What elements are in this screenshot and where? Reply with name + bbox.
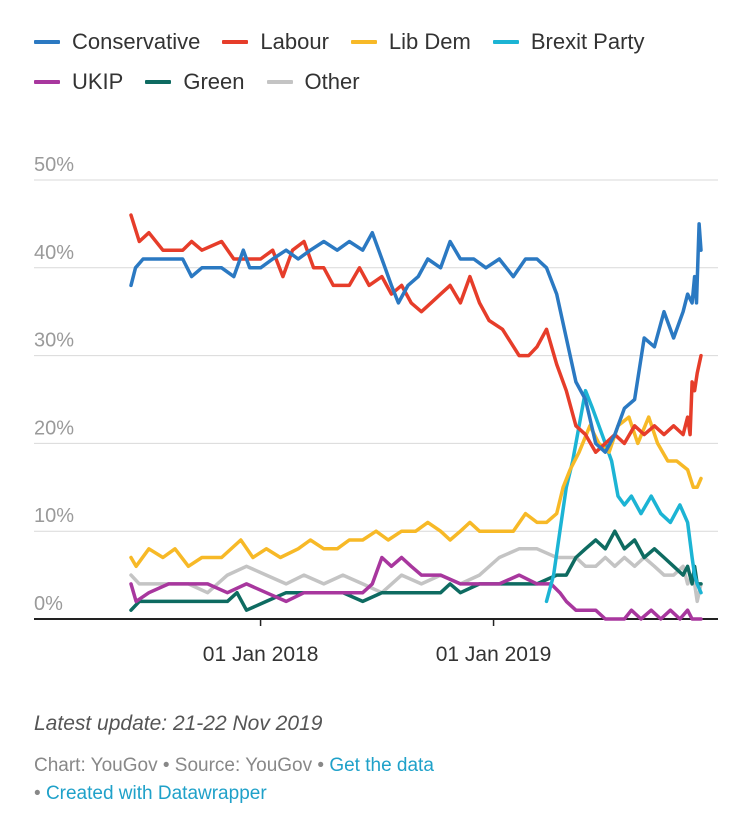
get-the-data-link[interactable]: Get the data (329, 755, 434, 776)
y-tick-label: 50% (34, 154, 74, 176)
legend-item-brexit: Brexit Party (492, 29, 645, 55)
x-tick-label: 01 Jan 2019 (436, 643, 552, 666)
legend-label: Green (183, 69, 245, 94)
y-tick-label: 20% (34, 417, 74, 439)
legend: Conservative Labour Lib Dem Brexit Party… (34, 22, 724, 102)
legend-label: Labour (260, 29, 329, 54)
legend-item-ukip: UKIP (34, 69, 123, 95)
legend-swatch-conservative (34, 40, 60, 44)
legend-item-other: Other (266, 69, 360, 95)
legend-label: Lib Dem (388, 29, 471, 54)
datawrapper-link[interactable]: Created with Datawrapper (45, 783, 267, 804)
credits: Chart: YouGov • Source: YouGov • Get the… (34, 752, 724, 808)
y-tick-label: 40% (34, 242, 74, 264)
legend-item-labour: Labour (222, 29, 329, 55)
credits-bullet: • (34, 783, 41, 804)
y-tick-label: 10% (34, 505, 74, 527)
legend-label: UKIP (72, 69, 124, 94)
polling-chart: 0% 10% 20% 30% 40% 50% 01 Jan 2018 01 Jan 2019 (34, 154, 718, 666)
x-axis: 01 Jan 2018 01 Jan 2019 (34, 618, 718, 666)
series-line-ukip (129, 555, 703, 621)
legend-swatch-green (145, 80, 172, 84)
footer: Latest update: 21-22 Nov 2019 Chart: You… (34, 712, 724, 808)
y-tick-label: 30% (34, 330, 74, 352)
legend-label: Brexit Party (530, 29, 645, 54)
series-line-labour (129, 213, 703, 454)
legend-swatch-other (266, 80, 293, 84)
series-line-conservative (129, 222, 703, 454)
y-axis-labels: 0% 10% 20% 30% 40% 50% (34, 154, 74, 615)
legend-swatch-ukip (34, 80, 60, 84)
series-line-other (129, 547, 703, 604)
legend-row: UKIP Green Other (34, 62, 724, 102)
y-tick-label: 0% (34, 593, 63, 615)
legend-swatch-libdem (350, 40, 377, 44)
latest-update: Latest update: 21-22 Nov 2019 (34, 712, 323, 735)
legend-swatch-brexit (492, 40, 519, 44)
legend-item-conservative: Conservative (34, 29, 200, 55)
series-line-lib-dem (129, 415, 703, 569)
x-tick-label: 01 Jan 2018 (203, 643, 319, 666)
credits-text: Chart: YouGov • Source: YouGov • (34, 755, 325, 776)
legend-swatch-labour (222, 40, 249, 44)
legend-item-green: Green (145, 69, 245, 95)
legend-row: Conservative Labour Lib Dem Brexit Party (34, 22, 724, 62)
legend-label: Other (304, 69, 360, 94)
legend-label: Conservative (72, 29, 201, 54)
series-lines (129, 213, 703, 621)
legend-item-libdem: Lib Dem (350, 29, 471, 55)
